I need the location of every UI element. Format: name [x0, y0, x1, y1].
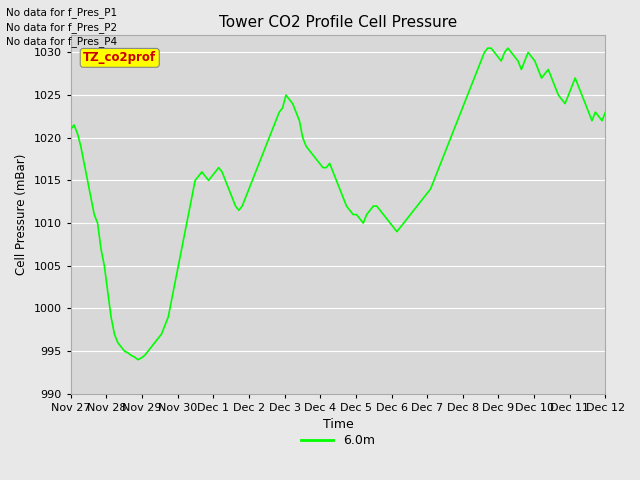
- Text: TZ_co2prof: TZ_co2prof: [83, 51, 156, 64]
- Text: No data for f_Pres_P1: No data for f_Pres_P1: [6, 7, 118, 18]
- Legend: 6.0m: 6.0m: [296, 429, 380, 452]
- Title: Tower CO2 Profile Cell Pressure: Tower CO2 Profile Cell Pressure: [219, 15, 457, 30]
- X-axis label: Time: Time: [323, 419, 353, 432]
- Text: No data for f_Pres_P4: No data for f_Pres_P4: [6, 36, 118, 47]
- Text: No data for f_Pres_P2: No data for f_Pres_P2: [6, 22, 118, 33]
- Y-axis label: Cell Pressure (mBar): Cell Pressure (mBar): [15, 154, 28, 275]
